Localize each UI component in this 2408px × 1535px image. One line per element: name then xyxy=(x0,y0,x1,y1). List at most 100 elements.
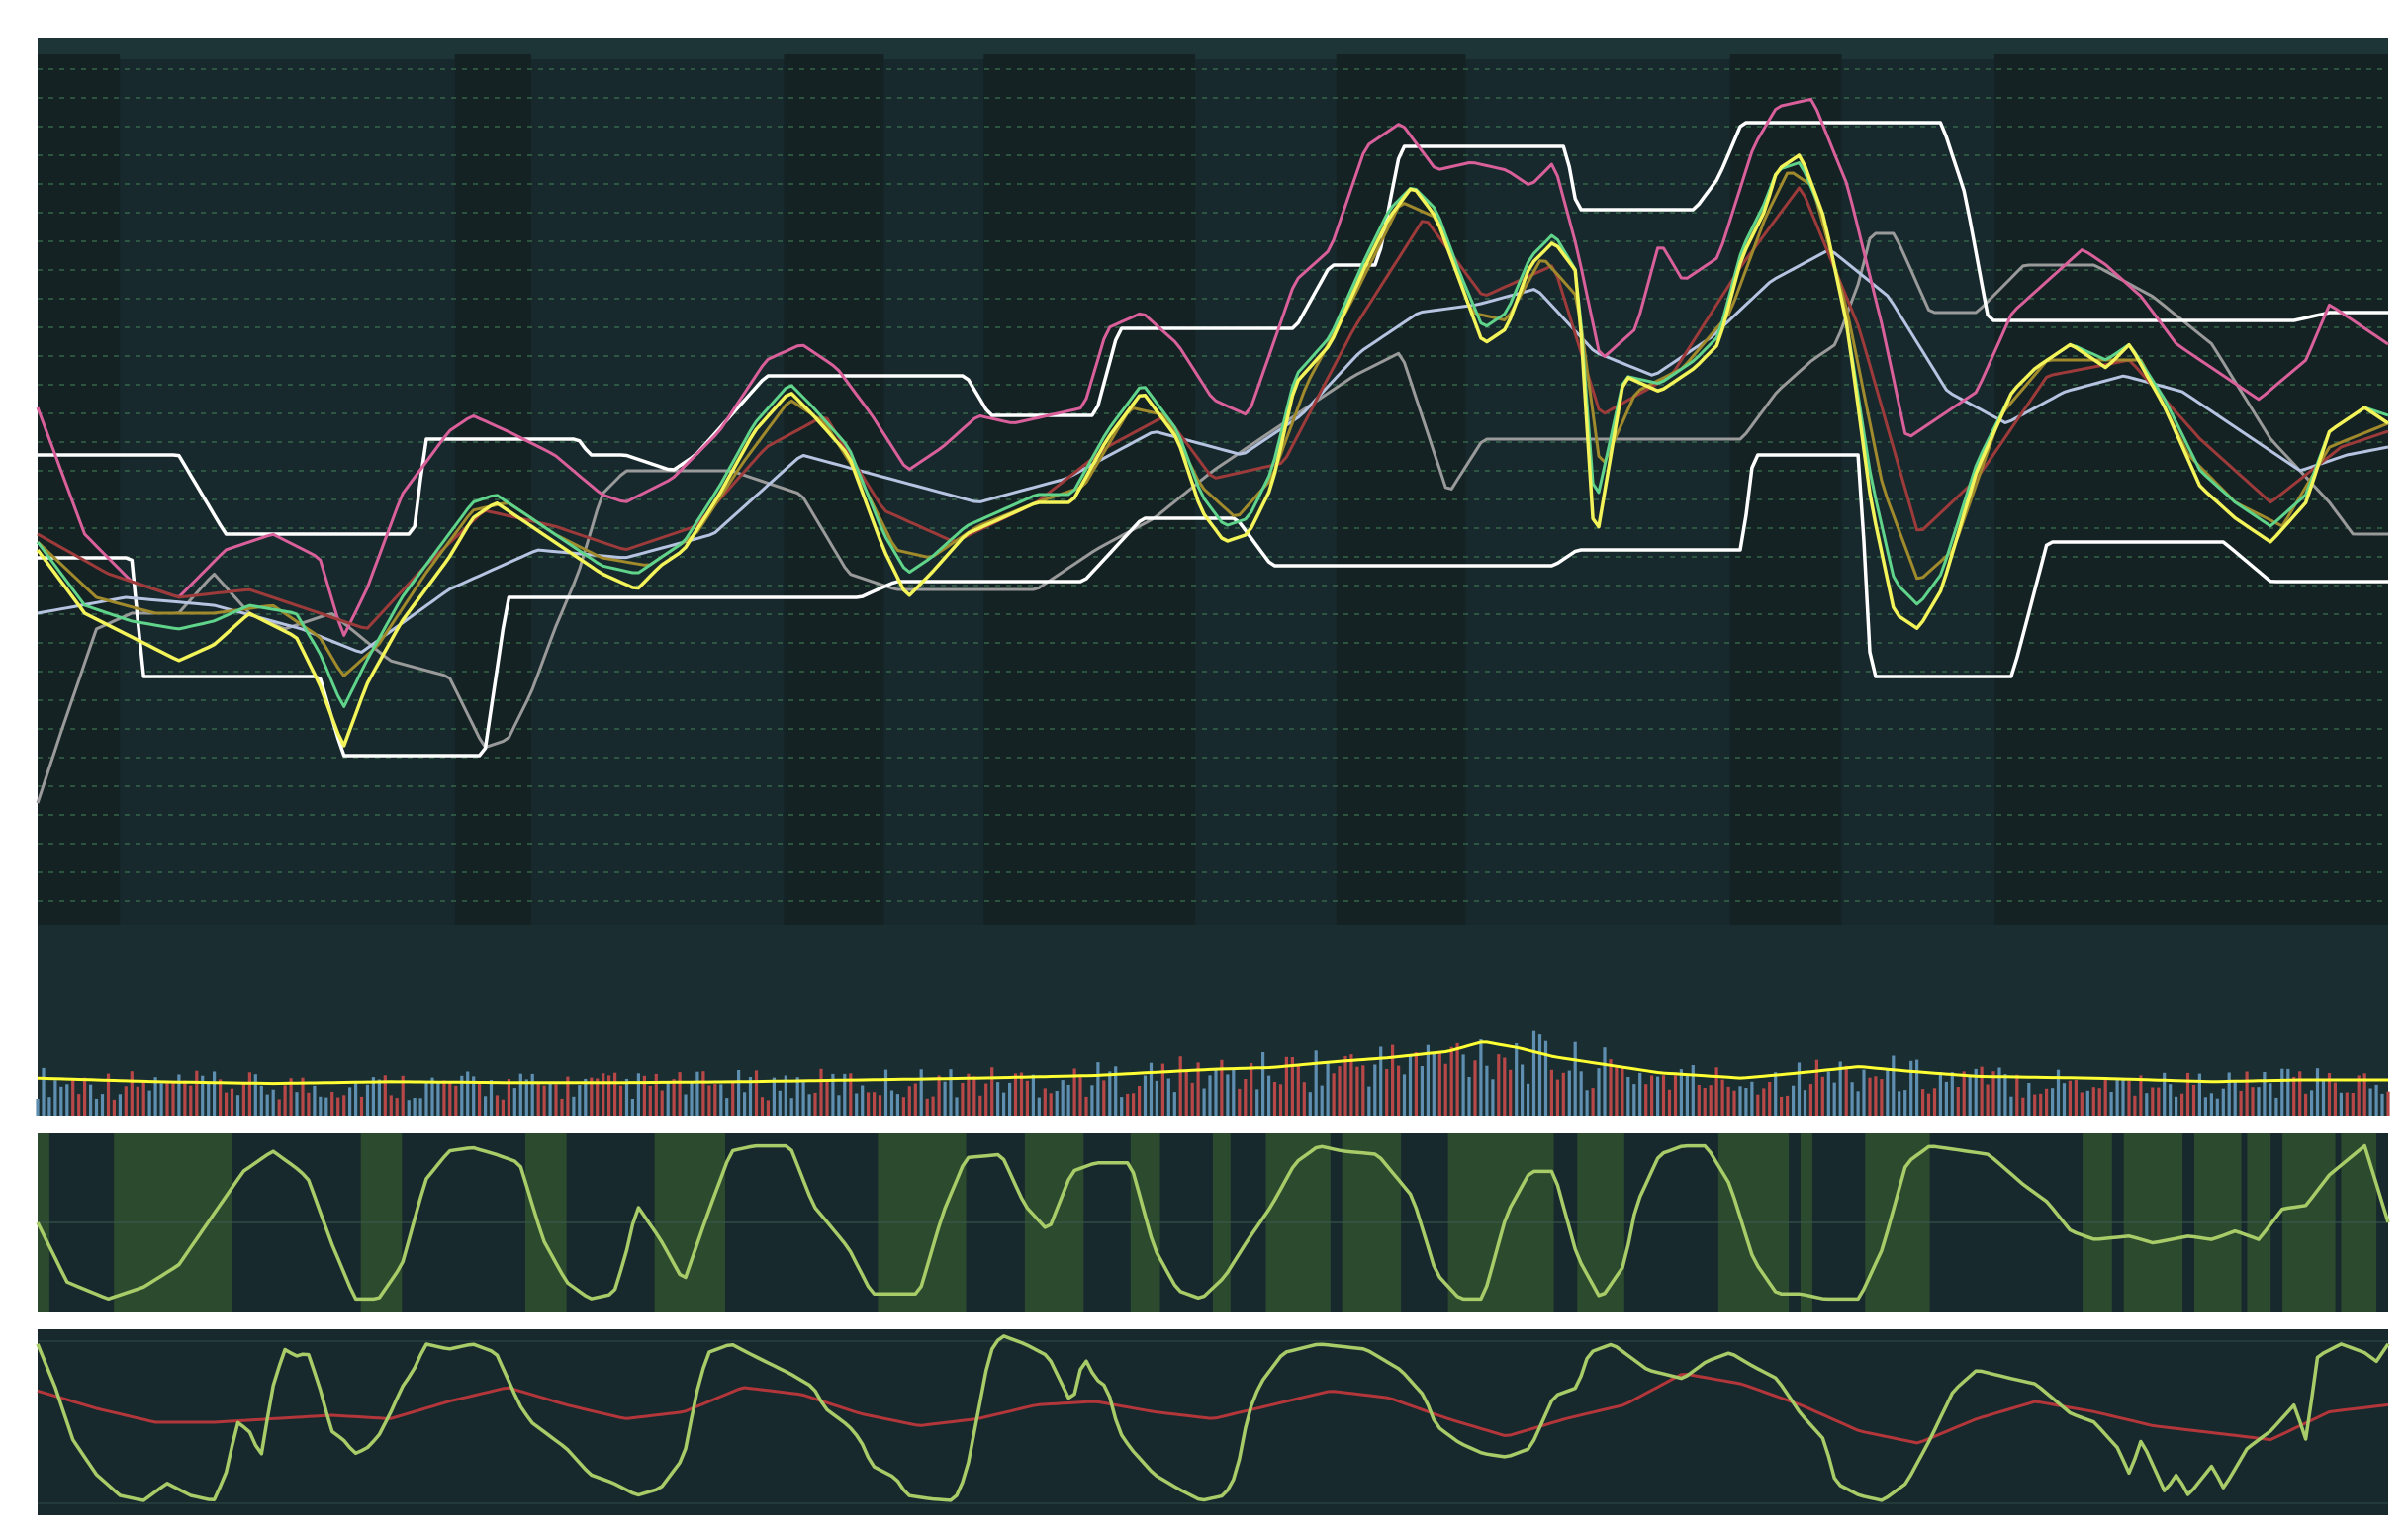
volume-bar xyxy=(1703,1088,1707,1116)
volume-bar xyxy=(642,1075,646,1116)
volume-average-group xyxy=(37,1040,2388,1086)
volume-bar xyxy=(1078,1075,1082,1116)
volume-bar xyxy=(2374,1084,2378,1116)
volume-bar xyxy=(2274,1097,2278,1116)
volume-bar xyxy=(307,1092,311,1116)
volume-bar xyxy=(1320,1085,1324,1116)
volume-bar xyxy=(654,1073,658,1116)
volume-bar xyxy=(572,1096,576,1116)
volume-bar xyxy=(684,1094,688,1116)
volume-bar xyxy=(383,1075,387,1116)
volume-bar xyxy=(1497,1054,1501,1116)
volume-bar xyxy=(1149,1062,1154,1116)
volume-bar xyxy=(2133,1095,2137,1116)
volume-bar xyxy=(389,1095,393,1116)
volume-bar xyxy=(2197,1073,2201,1116)
volume-bar xyxy=(660,1090,664,1116)
volume-bar xyxy=(265,1094,269,1116)
volume-bar xyxy=(955,1097,959,1116)
volume-bar xyxy=(1126,1093,1130,1116)
session-shade xyxy=(784,54,884,925)
volume-bar xyxy=(1479,1039,1483,1116)
volume-bar xyxy=(1166,1078,1170,1116)
volume-bar xyxy=(100,1094,105,1116)
volume-bar xyxy=(1214,1070,1218,1116)
volume-bar xyxy=(1226,1074,1230,1116)
volume-bar xyxy=(707,1085,711,1116)
volume-bar xyxy=(313,1085,317,1116)
volume-bar xyxy=(2056,1069,2061,1116)
volume-bar xyxy=(507,1079,510,1116)
volume-bar xyxy=(2221,1088,2225,1116)
oscillator-2-background xyxy=(38,1329,2388,1515)
stochastic-line xyxy=(36,1334,2390,1502)
volume-bar xyxy=(990,1067,994,1116)
volume-bar xyxy=(342,1095,346,1116)
volume-bar xyxy=(106,1073,111,1116)
volume-bar xyxy=(737,1070,741,1116)
volume-bar xyxy=(554,1084,558,1116)
volume-bar xyxy=(1656,1076,1660,1116)
volume-bar xyxy=(1685,1074,1689,1116)
volume-bar xyxy=(1726,1086,1730,1116)
volume-bar xyxy=(1037,1097,1041,1116)
volume-bar xyxy=(889,1090,894,1116)
volume-bar xyxy=(931,1096,935,1116)
volume-bar xyxy=(1361,1065,1365,1116)
volume-bar xyxy=(878,1095,882,1116)
volume-bar xyxy=(1008,1082,1012,1116)
volume-bar xyxy=(901,1097,905,1116)
volume-bar xyxy=(124,1086,128,1116)
volume-bar xyxy=(36,1099,40,1116)
volume-bar xyxy=(1555,1079,1559,1116)
upper-channel-line xyxy=(38,121,2388,536)
volume-bar xyxy=(1892,1055,1896,1116)
volume-bar xyxy=(518,1073,522,1116)
volume-bar xyxy=(130,1071,134,1116)
volume-bar xyxy=(1332,1073,1336,1116)
volume-bar xyxy=(2209,1093,2213,1116)
volume-bar xyxy=(1066,1084,1070,1116)
volume-bar xyxy=(1850,1082,1854,1116)
volume-bar xyxy=(1862,1069,1866,1116)
volume-bar xyxy=(1632,1084,1636,1116)
volume-bar xyxy=(1644,1084,1648,1116)
volume-bar xyxy=(596,1078,600,1116)
volume-bar xyxy=(943,1081,947,1116)
volume-bar xyxy=(2085,1090,2089,1116)
volume-bar xyxy=(1697,1085,1701,1116)
volume-bar xyxy=(1650,1075,1654,1116)
volume-bar xyxy=(819,1068,823,1116)
volume-bar xyxy=(1756,1094,1760,1116)
volume-bar xyxy=(1114,1066,1118,1116)
volume-bar xyxy=(607,1075,611,1116)
volume-bar xyxy=(1509,1069,1513,1116)
volume-bar xyxy=(1302,1082,1306,1116)
volume-bar xyxy=(1738,1086,1742,1116)
volume-bar xyxy=(1638,1072,1642,1116)
volume-bar xyxy=(636,1073,640,1116)
volume-bar xyxy=(466,1071,470,1116)
volume-bar xyxy=(2175,1096,2178,1116)
volume-bar xyxy=(2180,1093,2184,1116)
volume-bar xyxy=(330,1091,334,1116)
volume-bar xyxy=(1543,1040,1548,1116)
volume-bar xyxy=(1108,1071,1112,1116)
volume-bar xyxy=(1762,1088,1766,1116)
volume-bar xyxy=(2292,1076,2296,1116)
volume-bar xyxy=(801,1082,805,1116)
volume-bar xyxy=(1609,1059,1613,1116)
volume-bar xyxy=(1267,1075,1271,1116)
volume-bar xyxy=(1155,1080,1158,1116)
volume-bar xyxy=(2345,1092,2349,1116)
volume-bar xyxy=(2109,1092,2113,1116)
volume-bar xyxy=(478,1083,482,1116)
volume-bar xyxy=(530,1073,534,1116)
volume-bar xyxy=(301,1077,305,1116)
volume-bar xyxy=(219,1079,223,1116)
volume-bar xyxy=(1986,1084,1990,1116)
volume-bar xyxy=(2027,1083,2031,1116)
volume-bar xyxy=(1661,1075,1666,1116)
